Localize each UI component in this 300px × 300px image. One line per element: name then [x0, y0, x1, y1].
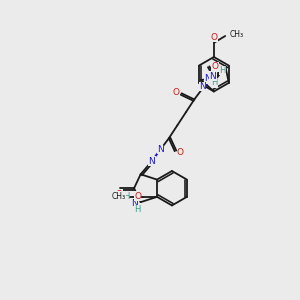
Text: H: H [211, 78, 217, 87]
Text: N: N [204, 74, 211, 83]
Text: O: O [211, 33, 218, 42]
Text: N: N [157, 145, 164, 154]
Text: O: O [212, 62, 219, 71]
Text: H: H [123, 192, 129, 201]
Text: N: N [131, 199, 138, 208]
Text: CH₃: CH₃ [112, 192, 126, 201]
Text: CH₃: CH₃ [230, 30, 244, 39]
Text: N: N [199, 82, 206, 91]
Text: N: N [148, 157, 155, 166]
Text: N: N [210, 72, 216, 81]
Text: H: H [219, 66, 226, 75]
Text: O: O [177, 148, 184, 157]
Text: O: O [116, 190, 123, 199]
Text: H: H [134, 205, 140, 214]
Text: O: O [134, 192, 141, 201]
Text: O: O [172, 88, 179, 97]
